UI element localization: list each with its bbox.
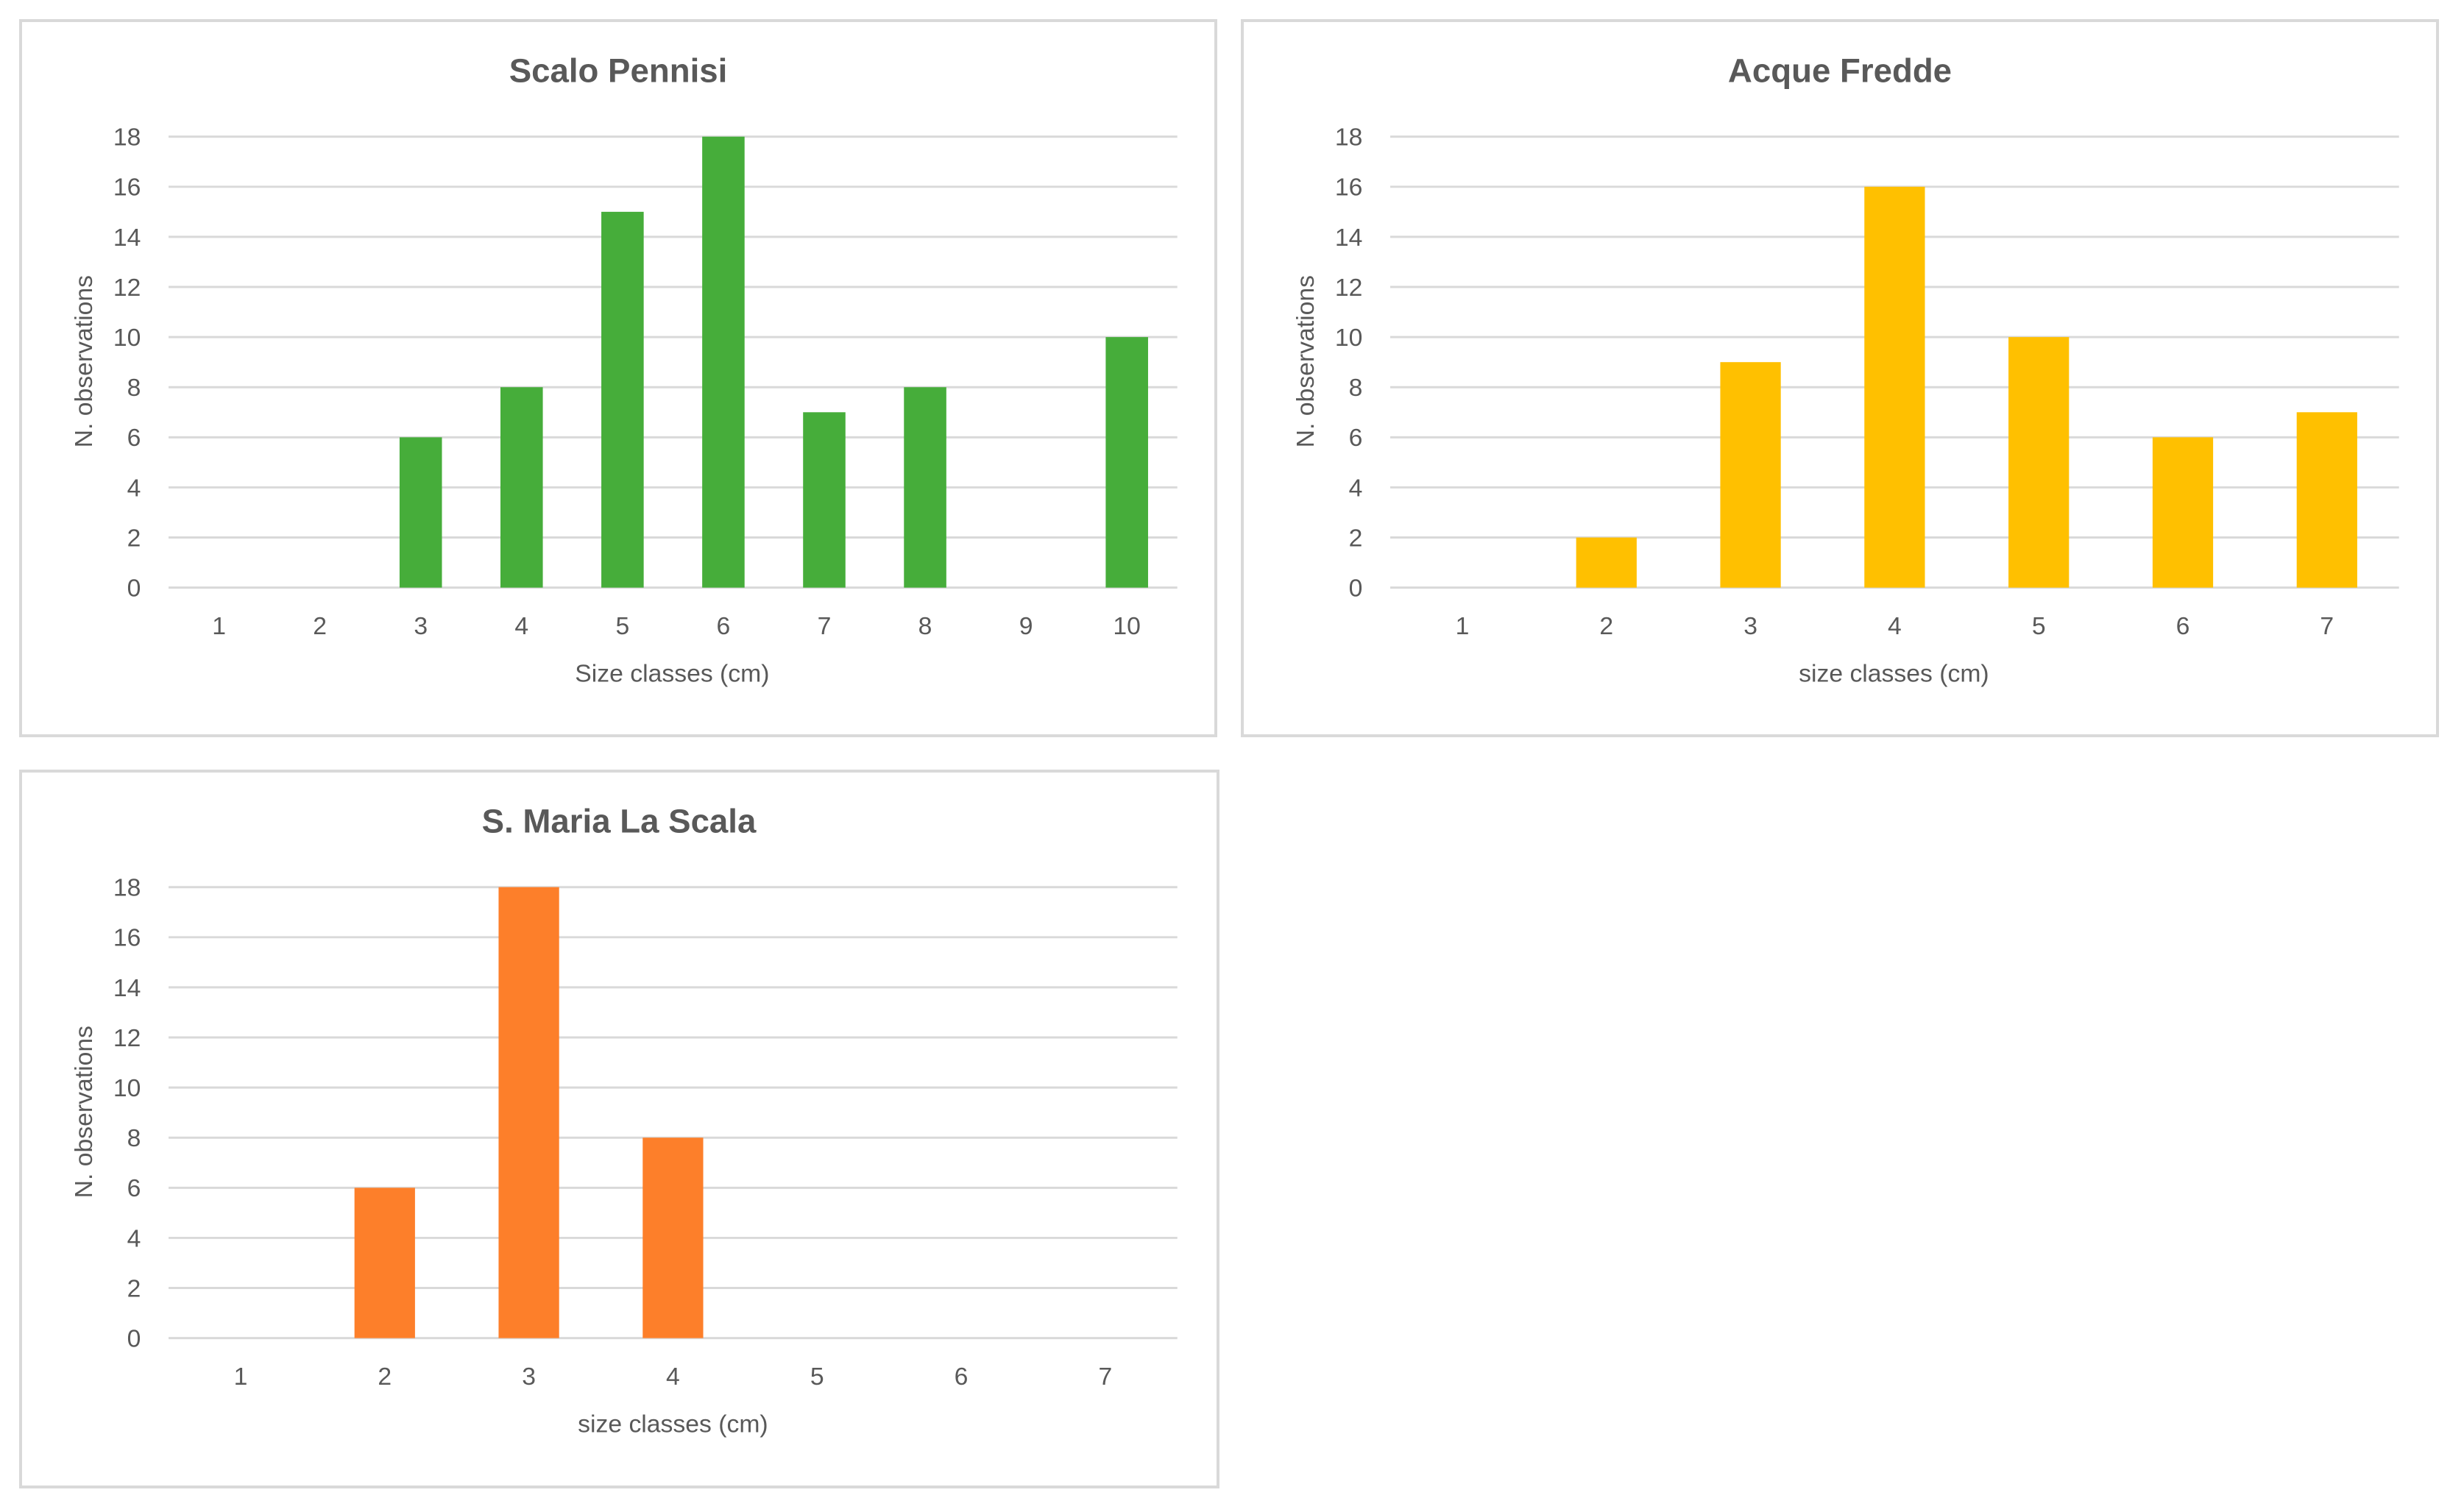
bars xyxy=(399,136,1148,588)
y-axis-title: N. observations xyxy=(1292,275,1320,447)
bar-chart-acque-fredde: Acque Fredde N. observations size classe… xyxy=(1292,52,2399,688)
x-axis-title: size classes (cm) xyxy=(1799,660,1989,688)
y-tick-label: 14 xyxy=(113,974,141,1002)
bar xyxy=(803,412,846,588)
y-tick-label: 0 xyxy=(127,575,141,603)
bar xyxy=(498,887,559,1338)
y-tick-label: 0 xyxy=(1349,575,1363,603)
x-tick-label: 4 xyxy=(666,1363,680,1391)
bar xyxy=(354,1188,415,1338)
y-tick-label: 4 xyxy=(127,1224,141,1252)
bar xyxy=(1576,537,1637,588)
x-tick-label: 9 xyxy=(1019,612,1033,640)
y-tick-label: 10 xyxy=(1335,324,1363,352)
bar xyxy=(1864,186,1925,588)
chart-title: Acque Fredde xyxy=(1728,52,1952,89)
y-tick-label: 4 xyxy=(127,474,141,502)
x-tick-label: 4 xyxy=(514,612,528,640)
chart-panel-s-maria-la-scala: S. Maria La Scala N. observations size c… xyxy=(19,770,1219,1488)
x-tick-label: 3 xyxy=(1743,612,1757,640)
y-tick-label: 10 xyxy=(113,1074,141,1102)
y-tick-label: 2 xyxy=(127,1274,141,1302)
gridlines xyxy=(169,886,1178,1340)
x-tick-labels: 1 2 3 4 5 6 7 8 9 10 xyxy=(212,612,1141,640)
y-tick-label: 6 xyxy=(127,424,141,452)
x-tick-label: 1 xyxy=(212,612,226,640)
x-tick-label: 7 xyxy=(1098,1363,1112,1391)
bar xyxy=(642,1137,704,1338)
bars xyxy=(1576,186,2357,588)
y-tick-label: 18 xyxy=(113,124,141,152)
x-tick-label: 4 xyxy=(1888,612,1902,640)
bar xyxy=(2008,337,2070,588)
gridlines xyxy=(169,135,1178,589)
x-tick-labels: 1 2 3 4 5 6 7 xyxy=(1456,612,2334,640)
bar xyxy=(2296,412,2357,588)
bar xyxy=(601,211,644,588)
x-tick-label: 3 xyxy=(414,612,428,640)
x-tick-label: 2 xyxy=(313,612,327,640)
x-tick-label: 7 xyxy=(818,612,832,640)
chart-title: S. Maria La Scala xyxy=(482,802,757,840)
y-tick-label: 0 xyxy=(127,1325,141,1353)
x-tick-label: 6 xyxy=(2176,612,2190,640)
x-tick-label: 7 xyxy=(2320,612,2334,640)
bar xyxy=(1720,362,1781,588)
y-tick-labels: 0 2 4 6 8 10 12 14 16 18 xyxy=(113,124,141,603)
y-tick-label: 6 xyxy=(127,1174,141,1202)
bar xyxy=(500,387,543,588)
bar xyxy=(1105,337,1148,588)
x-tick-label: 6 xyxy=(955,1363,969,1391)
bar xyxy=(904,387,946,588)
y-tick-label: 16 xyxy=(113,924,141,952)
y-axis-title: N. observations xyxy=(70,1026,98,1198)
x-tick-labels: 1 2 3 4 5 6 7 xyxy=(234,1363,1113,1391)
bar xyxy=(702,136,745,588)
x-axis-title: size classes (cm) xyxy=(578,1410,768,1438)
y-tick-label: 4 xyxy=(1349,474,1363,502)
y-tick-label: 12 xyxy=(113,274,141,302)
y-tick-label: 18 xyxy=(1335,124,1363,152)
y-tick-label: 14 xyxy=(113,224,141,252)
x-tick-label: 8 xyxy=(918,612,932,640)
y-tick-label: 10 xyxy=(113,324,141,352)
bar xyxy=(399,437,442,588)
bar-chart-s-maria-la-scala: S. Maria La Scala N. observations size c… xyxy=(70,802,1178,1438)
y-tick-label: 14 xyxy=(1335,224,1363,252)
y-tick-label: 16 xyxy=(1335,174,1363,202)
y-tick-label: 18 xyxy=(113,874,141,902)
chart-panel-acque-fredde: Acque Fredde N. observations size classe… xyxy=(1241,19,2439,737)
bar-chart-scalo-pennisi: Scalo Pennisi N. observations Size class… xyxy=(70,52,1178,688)
chart-title: Scalo Pennisi xyxy=(509,52,728,89)
bars xyxy=(354,887,704,1338)
y-tick-labels: 0 2 4 6 8 10 12 14 16 18 xyxy=(113,874,141,1353)
x-tick-label: 2 xyxy=(1599,612,1613,640)
x-tick-label: 2 xyxy=(378,1363,392,1391)
y-tick-label: 8 xyxy=(127,374,141,402)
x-tick-label: 5 xyxy=(810,1363,824,1391)
bar xyxy=(2152,437,2214,588)
x-tick-label: 5 xyxy=(2032,612,2046,640)
x-tick-label: 1 xyxy=(1456,612,1470,640)
y-tick-label: 2 xyxy=(127,524,141,552)
y-tick-label: 8 xyxy=(1349,374,1363,402)
x-tick-label: 6 xyxy=(717,612,731,640)
y-tick-labels: 0 2 4 6 8 10 12 14 16 18 xyxy=(1335,124,1363,603)
y-axis-title: N. observations xyxy=(70,275,98,447)
chart-panel-scalo-pennisi: Scalo Pennisi N. observations Size class… xyxy=(19,19,1217,737)
y-tick-label: 2 xyxy=(1349,524,1363,552)
y-tick-label: 16 xyxy=(113,174,141,202)
x-tick-label: 3 xyxy=(522,1363,536,1391)
y-tick-label: 12 xyxy=(1335,274,1363,302)
y-tick-label: 8 xyxy=(127,1124,141,1152)
x-tick-label: 5 xyxy=(615,612,629,640)
x-tick-label: 1 xyxy=(234,1363,248,1391)
x-axis-title: Size classes (cm) xyxy=(575,660,769,688)
y-tick-label: 6 xyxy=(1349,424,1363,452)
y-tick-label: 12 xyxy=(113,1024,141,1052)
x-tick-label: 10 xyxy=(1113,612,1141,640)
